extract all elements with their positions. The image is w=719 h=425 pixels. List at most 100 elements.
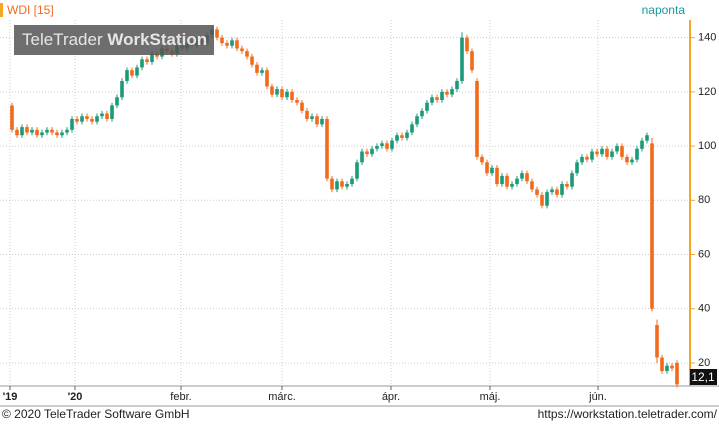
candle-body — [360, 151, 364, 163]
candle-body — [390, 140, 394, 149]
candle-body — [45, 129, 49, 133]
candle-body — [495, 167, 499, 185]
candle-body — [110, 105, 114, 119]
candle-body — [140, 59, 144, 68]
candle-body — [575, 162, 579, 174]
candle-body — [585, 156, 589, 160]
y-tick-label: 140 — [698, 32, 716, 44]
candle-body — [105, 113, 109, 119]
candle-body — [520, 173, 524, 179]
candle-body — [75, 118, 79, 122]
candle-body — [145, 59, 149, 63]
symbol: WDI [15] — [7, 3, 54, 17]
candle-body — [215, 29, 219, 38]
candle-body — [150, 53, 154, 63]
x-tick-label: máj. — [480, 391, 501, 403]
candle-body — [125, 70, 129, 81]
candle-body — [285, 91, 289, 98]
candle-body — [465, 37, 469, 52]
y-tick-label: 100 — [698, 140, 716, 152]
candle-body — [365, 151, 369, 155]
candle-body — [550, 189, 554, 193]
candle-body — [85, 116, 89, 119]
logo: TeleTrader WorkStation — [22, 30, 207, 49]
candle-body — [10, 105, 14, 130]
candle-body — [345, 184, 349, 187]
candle-body — [400, 135, 404, 138]
candle-body — [70, 118, 74, 130]
candle-body — [380, 143, 384, 147]
symbol-marker — [0, 3, 3, 17]
candle-body — [265, 70, 269, 87]
candle-body — [305, 110, 309, 119]
y-tick-label: 20 — [698, 357, 710, 369]
y-tick-label: 120 — [698, 86, 716, 98]
candle-body — [310, 116, 314, 119]
x-tick-label: febr. — [170, 391, 191, 403]
candle-body — [230, 40, 234, 46]
candle-body — [255, 64, 259, 73]
candle-body — [485, 162, 489, 174]
candle-body — [430, 97, 434, 103]
candle-body — [130, 70, 134, 76]
candle-body — [330, 178, 334, 190]
candle-body — [440, 91, 444, 100]
candle-body — [435, 97, 439, 100]
y-tick-label: 80 — [698, 194, 710, 206]
candle-body — [395, 135, 399, 141]
candle-body — [580, 156, 584, 163]
candle-body — [425, 102, 429, 111]
candle-body — [620, 146, 624, 157]
x-tick-label: '20 — [68, 391, 83, 403]
candle-body — [355, 162, 359, 179]
y-tick-label: 60 — [698, 248, 710, 260]
candle-body — [275, 89, 279, 95]
candle-body — [475, 81, 479, 157]
candle-body — [470, 51, 474, 71]
candle-body — [670, 365, 674, 369]
candle-body — [660, 357, 664, 372]
candle-body — [280, 89, 284, 98]
candle-body — [630, 159, 634, 163]
candle-body — [50, 129, 54, 133]
candle-body — [270, 86, 274, 95]
candle-body — [155, 53, 159, 57]
candle-body — [420, 110, 424, 117]
x-tick-label: jún. — [588, 391, 607, 403]
candle-body — [650, 143, 654, 309]
candle-body — [90, 118, 94, 122]
candle-body — [665, 365, 669, 372]
candle-body — [605, 148, 609, 157]
candle-body — [135, 67, 139, 76]
candle-body — [565, 184, 569, 187]
candle-body — [405, 132, 409, 138]
candle-body — [300, 102, 304, 111]
candle-body — [240, 48, 244, 52]
candle-body — [385, 143, 389, 149]
candle-body — [535, 189, 539, 195]
candle-body — [370, 148, 374, 155]
last-value: 12,1 — [691, 370, 715, 384]
candle-body — [245, 51, 249, 57]
candle-body — [515, 178, 519, 185]
candle-body — [95, 116, 99, 122]
candle-body — [320, 118, 324, 125]
candle-body — [525, 173, 529, 182]
candle-body — [100, 113, 104, 117]
candle-body — [225, 43, 229, 46]
candle-body — [500, 175, 504, 185]
candle-body — [455, 81, 459, 90]
candle-body — [570, 173, 574, 187]
candle-body — [490, 167, 494, 174]
candle-body — [260, 70, 264, 73]
candle-body — [30, 129, 34, 133]
url: https://workstation.teletrader.com/ — [538, 407, 718, 421]
candle-body — [530, 181, 534, 190]
candle-body — [480, 156, 484, 163]
candle-body — [640, 140, 644, 149]
candle-body — [410, 124, 414, 133]
candle-body — [460, 37, 464, 81]
